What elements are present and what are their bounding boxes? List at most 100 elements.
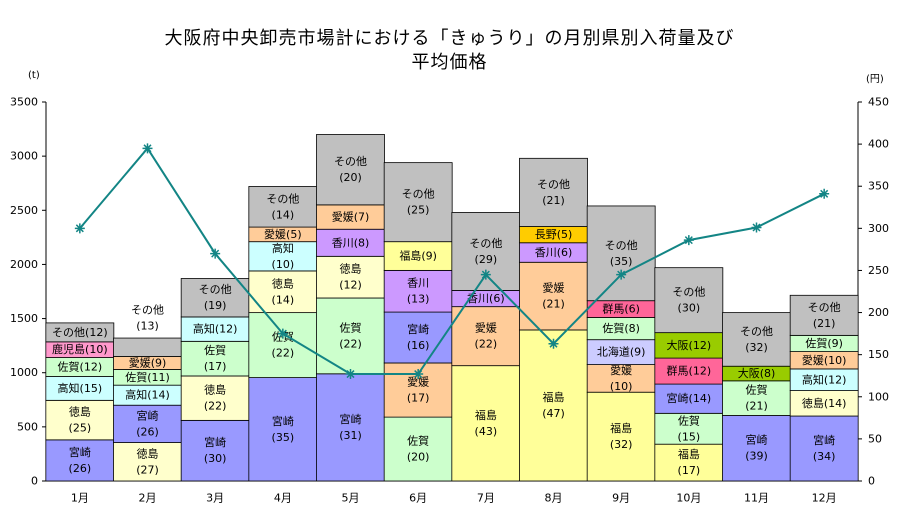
bar-segment <box>383 311 453 364</box>
segment-label: その他 <box>605 239 638 252</box>
segment-label: 福島 <box>610 421 632 435</box>
segment-label: 福島(9) <box>399 249 437 263</box>
bar-segment <box>180 340 250 377</box>
bar-segment <box>113 337 182 357</box>
segment-label: (47) <box>542 407 565 420</box>
segment-label: (14) <box>272 293 295 306</box>
left-tick-label: 2000 <box>10 258 38 271</box>
x-tick-label: 5月 <box>342 492 360 505</box>
right-axis-unit: (円) <box>866 74 884 85</box>
segment-label: (10) <box>272 258 295 271</box>
bar-segment <box>654 443 724 482</box>
bar-segment <box>654 383 724 414</box>
segment-label: 福島 <box>678 447 700 461</box>
left-tick-label: 500 <box>17 420 38 433</box>
left-tick-label: 0 <box>31 475 38 488</box>
right-tick-label: 200 <box>868 306 889 319</box>
bar-segment <box>654 412 724 445</box>
segment-label: 群馬(12) <box>667 364 712 378</box>
right-tick-label: 100 <box>868 390 889 403</box>
price-point <box>480 269 491 280</box>
bar-segment <box>451 365 521 482</box>
left-tick-label: 3500 <box>10 96 38 109</box>
segment-label: (26) <box>69 462 92 475</box>
right-tick-label: 0 <box>868 475 875 488</box>
bar-segment <box>789 294 859 336</box>
segment-label: (31) <box>339 429 362 442</box>
x-tick-label: 3月 <box>206 492 224 505</box>
segment-label: 徳島 <box>204 383 226 397</box>
segment-label: 宮崎 <box>813 433 835 447</box>
segment-label: その他 <box>266 192 299 205</box>
segment-label: 宮崎 <box>137 408 159 422</box>
segment-label: (30) <box>204 452 227 465</box>
right-tick-label: 350 <box>868 180 889 193</box>
bar-segment <box>586 339 656 365</box>
bar-segment <box>248 241 318 272</box>
segment-label: (25) <box>407 204 430 217</box>
segment-label: その他 <box>469 237 502 250</box>
segment-label: 佐賀 <box>746 383 768 397</box>
segment-label: 鹿児島(10) <box>52 342 108 356</box>
bar-segment <box>383 416 453 482</box>
bar-segment <box>316 373 385 482</box>
segment-label: (27) <box>136 463 159 476</box>
x-tick-label: 9月 <box>612 492 630 505</box>
segment-label: 大阪(12) <box>667 338 712 352</box>
segment-label: 宮崎(14) <box>667 391 712 405</box>
segment-label: (32) <box>745 341 768 354</box>
x-tick-label: 2月 <box>139 492 157 505</box>
x-tick-label: 1月 <box>71 492 89 505</box>
bar-segment <box>451 306 521 367</box>
segment-label: その他 <box>199 283 232 296</box>
price-point <box>548 338 559 349</box>
segment-label: 佐賀 <box>340 320 362 334</box>
bar-segment <box>586 205 656 302</box>
segment-label: 佐賀(12) <box>58 360 103 374</box>
segment-label: 宮崎 <box>746 433 768 447</box>
segment-label: 徳島 <box>340 262 362 276</box>
segment-label: その他 <box>808 301 841 314</box>
segment-label: (35) <box>272 431 295 444</box>
segment-label: 徳島(14) <box>802 396 847 410</box>
bar-segment <box>248 186 318 228</box>
segment-label: その他 <box>131 304 164 317</box>
x-tick-label: 12月 <box>812 492 837 505</box>
segment-label: 徳島 <box>137 446 159 460</box>
segment-label: (22) <box>475 338 498 351</box>
chart-title-line-1: 大阪府中央卸売市場計における「きゅうり」の月別県別入荷量及び <box>164 28 735 49</box>
x-tick-label: 4月 <box>274 492 292 505</box>
segment-label: 佐賀 <box>678 413 700 427</box>
bar-segment <box>722 312 791 367</box>
segment-label: (14) <box>272 208 295 221</box>
segment-label: その他 <box>537 178 570 191</box>
segment-label: (29) <box>475 253 498 266</box>
segment-label: 高知(12) <box>193 322 238 336</box>
right-tick-label: 250 <box>868 264 889 277</box>
x-tick-label: 8月 <box>545 492 563 505</box>
bar-segment <box>722 415 791 482</box>
bar-segment <box>248 377 318 482</box>
right-tick-label: 50 <box>868 432 882 445</box>
price-point <box>751 222 762 233</box>
segment-label: (21) <box>542 298 565 311</box>
bar-segment <box>586 391 656 482</box>
segment-label: 愛媛(5) <box>264 227 302 241</box>
segment-label: 高知(15) <box>58 381 103 395</box>
segment-label: 佐賀 <box>407 434 429 448</box>
segment-label: 佐賀(8) <box>602 321 640 335</box>
bar-segment <box>654 332 724 359</box>
segment-label: 愛媛 <box>407 375 429 389</box>
price-point <box>683 235 694 246</box>
segment-label: (19) <box>204 299 227 312</box>
segment-label: (22) <box>272 347 295 360</box>
left-tick-label: 3000 <box>10 150 38 163</box>
segment-label: (34) <box>813 450 836 463</box>
segment-label: 香川(6) <box>535 246 573 259</box>
x-tick-label: 7月 <box>477 492 495 505</box>
bar-segment <box>383 269 453 313</box>
left-tick-label: 2500 <box>10 204 38 217</box>
bar-segment <box>383 162 453 243</box>
price-point <box>210 248 221 259</box>
